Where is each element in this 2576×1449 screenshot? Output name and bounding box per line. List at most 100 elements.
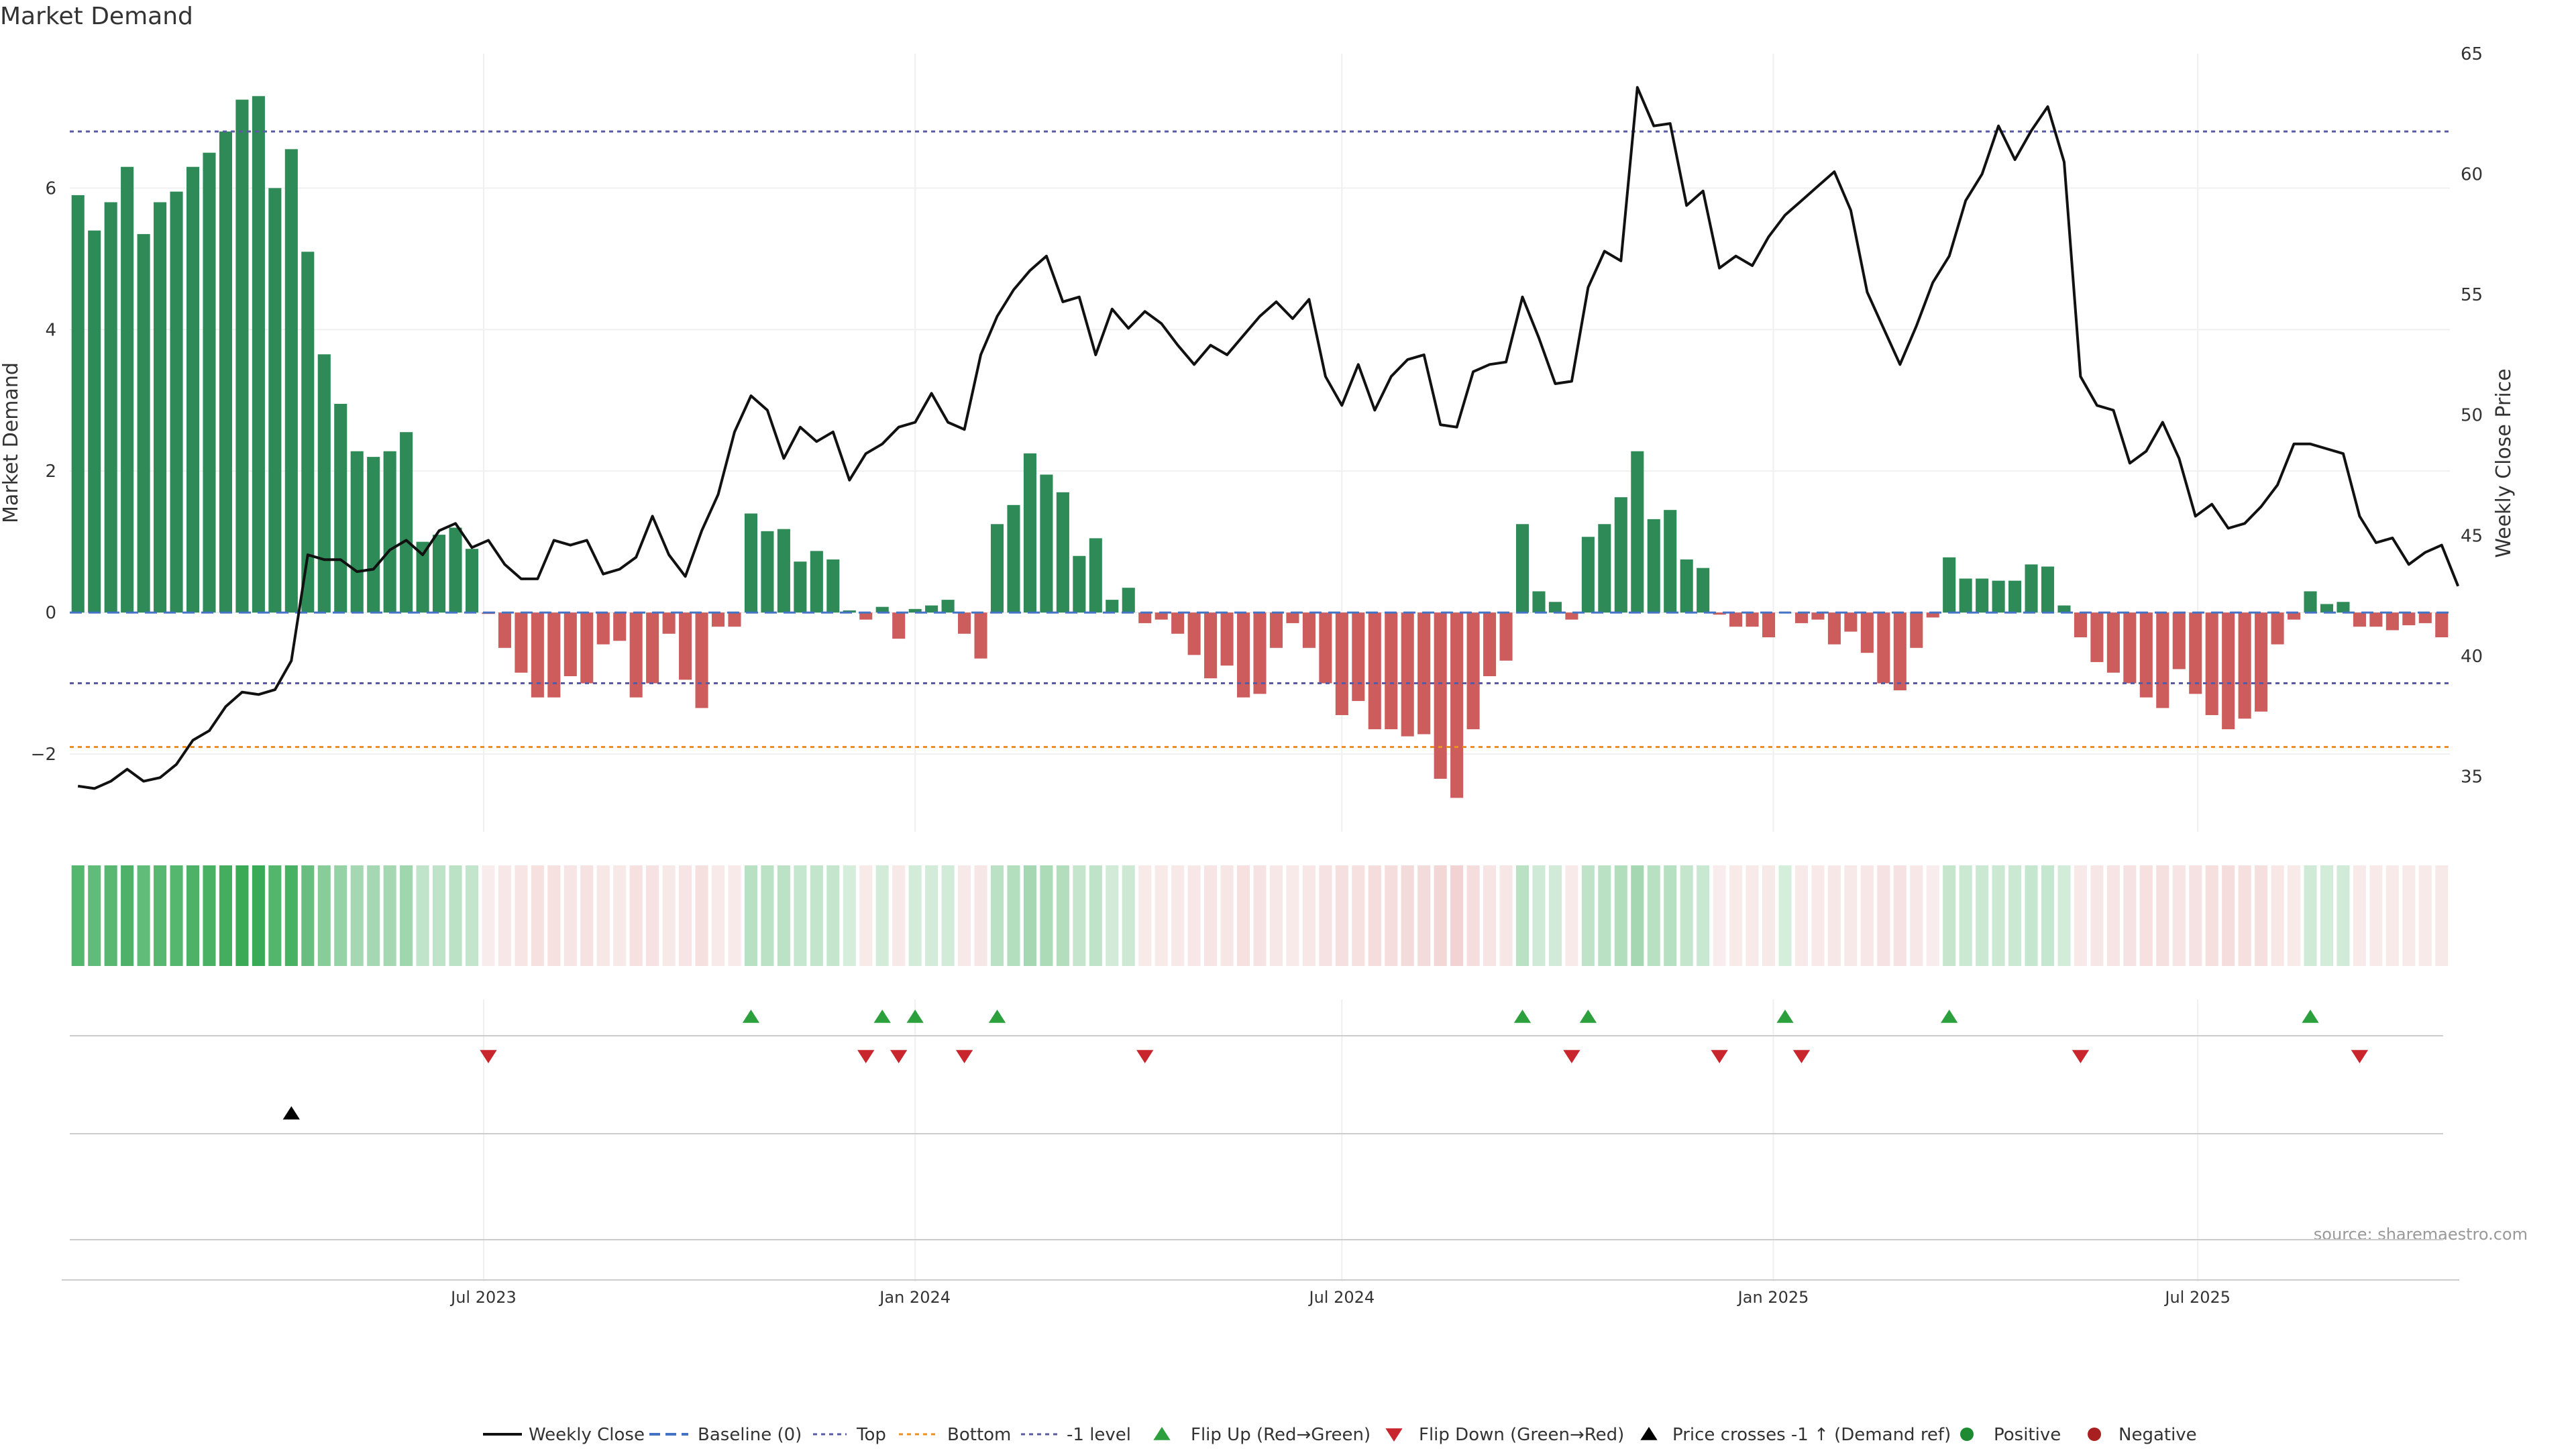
legend-label: Flip Down (Green→Red) bbox=[1419, 1425, 1624, 1445]
heat-cell bbox=[1811, 865, 1825, 966]
legend-label: Negative bbox=[2118, 1425, 2197, 1445]
heat-cell bbox=[596, 865, 610, 966]
heat-cell bbox=[1171, 865, 1185, 966]
demand-bar bbox=[2106, 612, 2120, 673]
demand-bar bbox=[1286, 612, 1299, 623]
demand-bar bbox=[2238, 612, 2251, 719]
heat-cell bbox=[662, 865, 676, 966]
heat-cell bbox=[695, 865, 708, 966]
heat-cell bbox=[1483, 865, 1497, 966]
demand-bar bbox=[2139, 612, 2153, 698]
heat-cell bbox=[711, 865, 725, 966]
demand-bar bbox=[974, 612, 987, 659]
demand-bar bbox=[777, 529, 790, 613]
heat-cell bbox=[1631, 865, 1644, 966]
heat-cell bbox=[1680, 865, 1693, 966]
heat-cell bbox=[1581, 865, 1595, 966]
heat-cell bbox=[1089, 865, 1102, 966]
flip-down-marker bbox=[857, 1050, 875, 1063]
demand-bar bbox=[186, 166, 200, 613]
demand-bar bbox=[1466, 612, 1480, 730]
heat-cell bbox=[433, 865, 446, 966]
heat-cell bbox=[465, 865, 479, 966]
heat-cell bbox=[88, 865, 101, 966]
demand-bar bbox=[2385, 612, 2399, 631]
right-tick-label: 60 bbox=[2461, 165, 2483, 185]
demand-bar bbox=[531, 612, 544, 698]
heat-cell bbox=[875, 865, 889, 966]
demand-bar bbox=[449, 527, 462, 613]
demand-bar bbox=[317, 354, 331, 613]
left-tick-label: 6 bbox=[45, 178, 56, 199]
legend-label: Baseline (0) bbox=[698, 1425, 802, 1445]
demand-bar bbox=[2041, 566, 2055, 613]
demand-bar bbox=[925, 605, 938, 613]
heat-cell bbox=[2156, 865, 2169, 966]
heat-cell bbox=[350, 865, 364, 966]
heat-cell bbox=[1122, 865, 1135, 966]
heat-cell bbox=[1976, 865, 1989, 966]
demand-bar bbox=[2222, 612, 2235, 730]
demand-bar bbox=[1515, 524, 1529, 613]
demand-bar bbox=[170, 191, 183, 613]
heat-cell bbox=[203, 865, 216, 966]
heat-cell bbox=[679, 865, 692, 966]
heat-cell bbox=[629, 865, 643, 966]
heat-cell bbox=[1515, 865, 1529, 966]
demand-bar bbox=[334, 404, 347, 613]
demand-bar bbox=[301, 252, 315, 613]
demand-bar bbox=[728, 612, 741, 627]
legend: Weekly Close Baseline (0) Top Bottom -1 leve… bbox=[483, 1425, 2197, 1445]
demand-bar bbox=[1811, 612, 1825, 620]
heat-cell bbox=[580, 865, 594, 966]
demand-bars bbox=[71, 96, 2449, 798]
heat-cell bbox=[859, 865, 873, 966]
demand-bar bbox=[1007, 504, 1020, 613]
heat-cell bbox=[2320, 865, 2334, 966]
legend-label: Price crosses -1 ↑ (Demand ref) bbox=[1672, 1425, 1951, 1445]
demand-bar bbox=[268, 188, 282, 613]
demand-bar bbox=[875, 606, 889, 613]
heat-cell bbox=[1385, 865, 1398, 966]
demand-bar bbox=[1401, 612, 1414, 737]
demand-bar bbox=[613, 612, 627, 641]
demand-bar bbox=[1992, 580, 2005, 613]
heat-cell bbox=[1614, 865, 1627, 966]
demand-bar bbox=[1548, 602, 1562, 613]
heat-cell bbox=[301, 865, 315, 966]
heat-cell bbox=[219, 865, 232, 966]
flip-down-marker bbox=[480, 1050, 497, 1063]
heat-cell bbox=[2139, 865, 2153, 966]
flip-down-marker bbox=[1563, 1050, 1580, 1063]
heat-cell bbox=[1794, 865, 1809, 966]
demand-bar bbox=[2304, 591, 2317, 613]
demand-bar bbox=[629, 612, 643, 698]
heat-cell bbox=[367, 865, 380, 966]
heat-cell bbox=[1434, 865, 1447, 966]
demand-bar bbox=[1187, 612, 1201, 655]
demand-bar bbox=[1794, 612, 1809, 623]
right-tick-label: 35 bbox=[2461, 767, 2483, 787]
demand-bar bbox=[1220, 612, 1234, 666]
heat-cell bbox=[2205, 865, 2218, 966]
heat-cell bbox=[908, 865, 922, 966]
heat-cell bbox=[1532, 865, 1546, 966]
demand-bar bbox=[547, 612, 561, 698]
demand-bar bbox=[252, 96, 265, 613]
heat-cell bbox=[383, 865, 396, 966]
heat-cell bbox=[1187, 865, 1201, 966]
demand-bar bbox=[1827, 612, 1841, 645]
heat-cell bbox=[1697, 865, 1710, 966]
heat-cell bbox=[958, 865, 971, 966]
demand-bar bbox=[1040, 474, 1053, 613]
demand-bar bbox=[580, 612, 594, 684]
heat-cell bbox=[482, 865, 495, 966]
demand-bar bbox=[235, 99, 249, 613]
heat-cell bbox=[810, 865, 823, 966]
heat-cell bbox=[1286, 865, 1299, 966]
heat-cell bbox=[2271, 865, 2284, 966]
demand-bar bbox=[1746, 612, 1759, 627]
heat-cell bbox=[1598, 865, 1611, 966]
demand-bar bbox=[1631, 451, 1644, 613]
heat-cell bbox=[1548, 865, 1562, 966]
